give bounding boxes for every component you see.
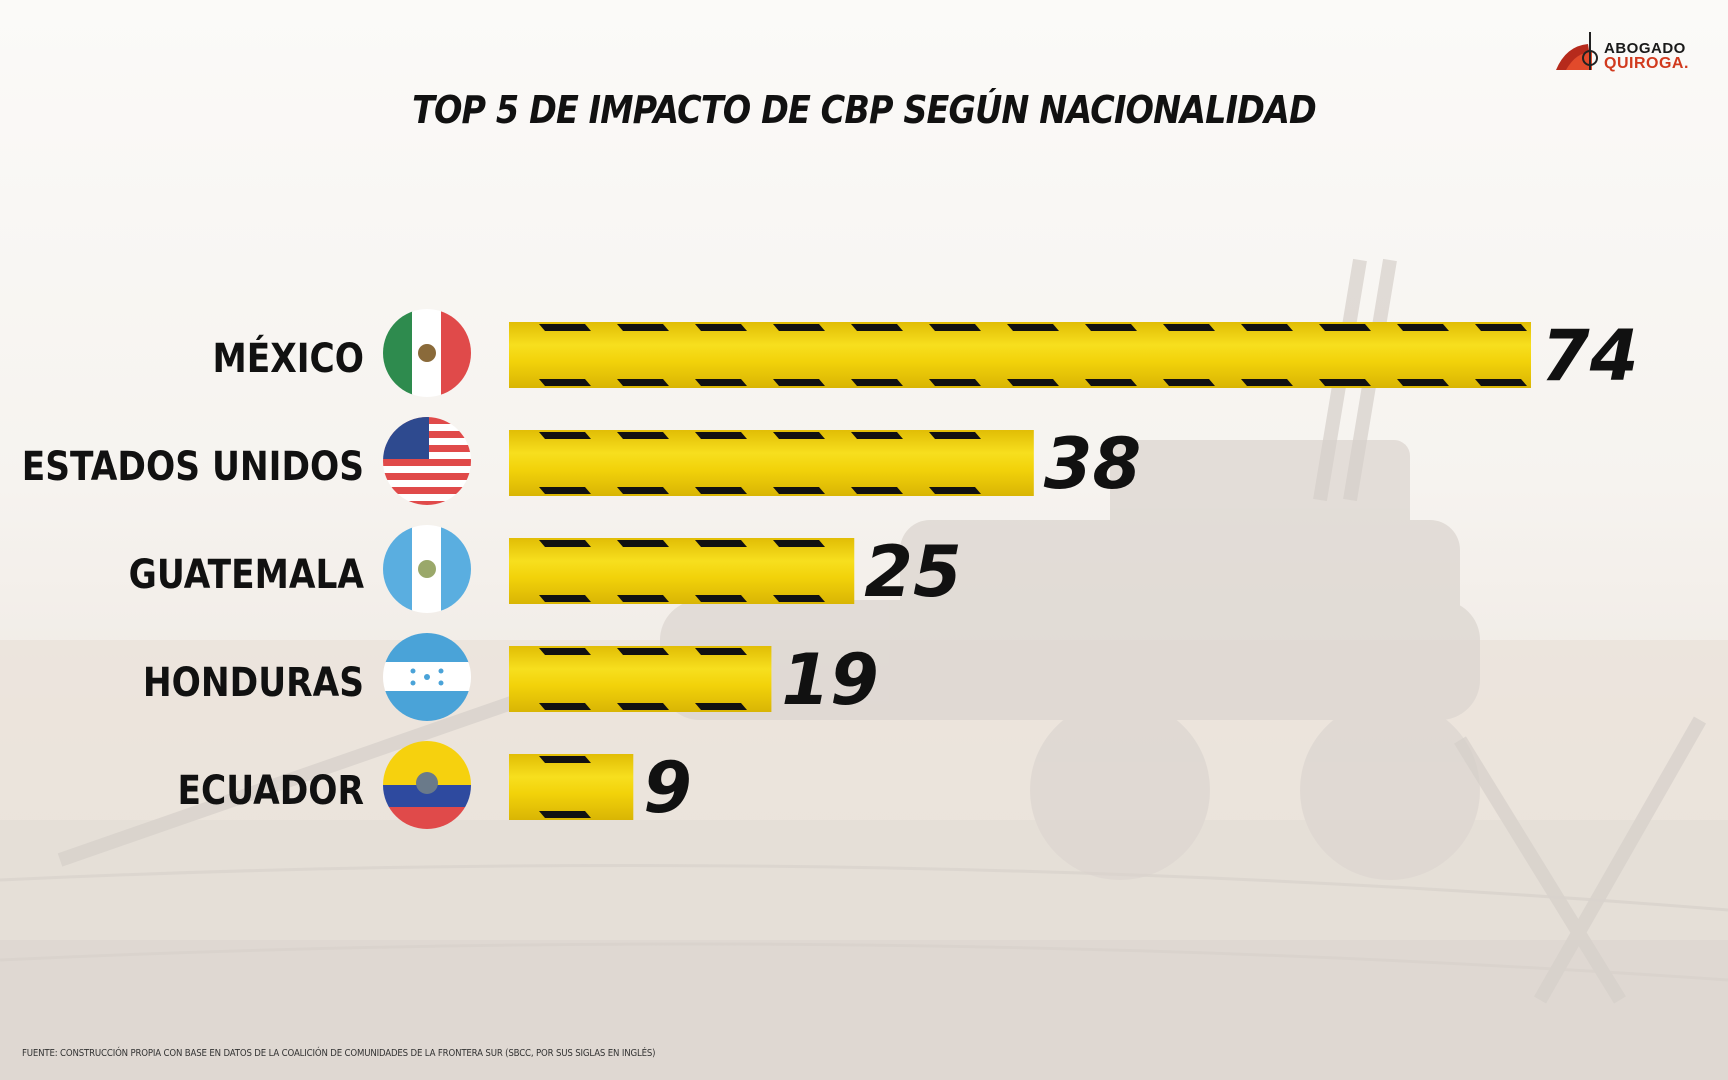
category-label-ecuador: ECUADOR: [178, 766, 364, 813]
bar-mexico: [509, 322, 1531, 388]
logo-text-top: ABOGADO: [1604, 40, 1686, 57]
value-label-ecuador: 9: [643, 747, 692, 829]
honduras-flag-icon: [383, 633, 471, 721]
ecuador-flag-icon: [383, 741, 471, 829]
value-label-honduras: 19: [781, 639, 878, 721]
source-note: FUENTE: CONSTRUCCIÓN PROPIA CON BASE EN …: [22, 1048, 656, 1059]
usa-flag-icon: [383, 417, 471, 505]
value-label-mexico: 74: [1541, 315, 1638, 397]
value-label-estados-unidos: 38: [1044, 423, 1141, 505]
bar-estados-unidos: [509, 430, 1034, 496]
category-label-honduras: HONDURAS: [143, 658, 364, 705]
logo-text-bottom: QUIROGA.: [1604, 55, 1689, 72]
bar-guatemala: [509, 538, 855, 604]
brand-logo: ABOGADO QUIROGA.: [1552, 26, 1702, 78]
category-label-mexico: MÉXICO: [212, 334, 364, 381]
bar-ecuador: [509, 754, 634, 820]
mexico-flag-icon: [383, 309, 471, 397]
chart-title: TOP 5 DE IMPACTO DE CBP SEGÚN NACIONALID…: [412, 88, 1317, 132]
category-label-estados-unidos: ESTADOS UNIDOS: [22, 442, 364, 489]
value-label-guatemala: 25: [864, 531, 961, 613]
logo-mark-icon: [1556, 32, 1598, 70]
guatemala-flag-icon: [383, 525, 471, 613]
bar-honduras: [509, 646, 772, 712]
category-label-guatemala: GUATEMALA: [129, 550, 364, 597]
